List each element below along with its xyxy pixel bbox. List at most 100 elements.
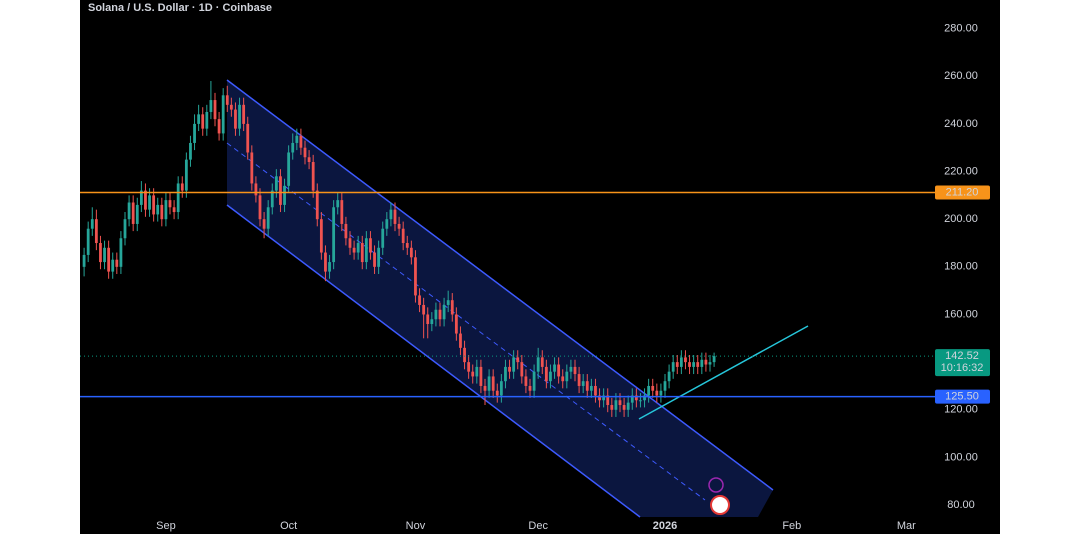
- candle-body: [274, 176, 278, 191]
- candle-body: [176, 183, 180, 213]
- candle-body: [606, 395, 610, 406]
- chart-background: [80, 0, 1000, 534]
- candle-body: [704, 359, 708, 365]
- price-level-label: 211.20: [946, 186, 979, 198]
- candle-body: [393, 209, 397, 224]
- candle-body: [209, 100, 213, 112]
- candle-body: [696, 362, 700, 367]
- candle-body: [324, 252, 327, 272]
- event-icon[interactable]: [708, 477, 724, 493]
- candle-body: [487, 376, 491, 391]
- candle-body: [602, 395, 606, 401]
- event-icon[interactable]: [710, 495, 730, 515]
- candle-body: [499, 381, 503, 396]
- candle-body: [352, 247, 356, 253]
- candle-body: [409, 247, 413, 258]
- trend-channel: [226, 79, 809, 518]
- candle-body: [467, 362, 471, 372]
- candle-body: [107, 247, 111, 272]
- candle-body: [430, 319, 434, 325]
- candle-body: [643, 395, 646, 401]
- y-tick-label: 200.00: [944, 213, 978, 225]
- y-tick-label: 100.00: [944, 451, 978, 463]
- candle-body: [139, 190, 143, 205]
- candle-body: [270, 190, 274, 208]
- candle-body: [164, 200, 168, 220]
- x-tick-label: Nov: [406, 520, 426, 532]
- candle-body: [647, 385, 651, 396]
- candle-body: [360, 243, 364, 263]
- candle-body: [557, 364, 561, 377]
- candle-body: [589, 385, 593, 391]
- candle-body: [336, 200, 340, 208]
- candle-body: [528, 385, 532, 391]
- candle-body: [369, 238, 372, 253]
- candle-body: [303, 147, 307, 158]
- candle-body: [152, 195, 156, 215]
- candle-body: [483, 385, 487, 391]
- candle-body: [242, 104, 246, 124]
- candle-body: [426, 314, 430, 325]
- candle-body: [123, 219, 127, 239]
- x-tick-label: Oct: [280, 520, 297, 532]
- candle-body: [229, 104, 233, 110]
- candle-body: [442, 304, 446, 320]
- candle-body: [311, 162, 315, 191]
- x-tick-label: Mar: [897, 520, 916, 532]
- candle-body: [463, 347, 466, 363]
- candle-body: [630, 395, 634, 403]
- candle-body: [491, 376, 495, 391]
- candle-body: [373, 252, 376, 267]
- candle-body: [221, 95, 225, 134]
- candle-body: [663, 381, 667, 391]
- candle-body: [299, 135, 303, 148]
- candle-body: [385, 219, 389, 229]
- candle-body: [585, 381, 589, 391]
- candle-body: [675, 362, 679, 367]
- candle-body: [291, 142, 295, 153]
- candle-body: [553, 364, 556, 372]
- channel-lower: [226, 204, 641, 518]
- candle-body: [332, 207, 336, 263]
- candle-body: [450, 300, 454, 315]
- candle-body: [82, 254, 86, 267]
- candle-body: [397, 223, 401, 229]
- candle-body: [184, 159, 188, 191]
- candle-body: [655, 390, 659, 396]
- candle-body: [405, 243, 409, 248]
- last-price-tag: [935, 349, 990, 377]
- candle-body: [504, 366, 507, 382]
- candle-body: [131, 202, 135, 224]
- candle-body: [348, 238, 352, 248]
- candle-body: [577, 374, 581, 386]
- candle-body: [254, 183, 258, 196]
- candle-body: [565, 371, 569, 382]
- candle-body: [418, 295, 421, 305]
- candle-body: [111, 259, 115, 272]
- candle-body: [688, 362, 691, 367]
- candle-body: [667, 371, 671, 382]
- y-tick-label: 120.00: [944, 404, 978, 416]
- candle-body: [193, 123, 196, 143]
- candle-body: [626, 402, 630, 410]
- candle-body: [168, 200, 172, 208]
- candle-body: [266, 207, 270, 229]
- candle-body: [234, 109, 237, 129]
- candle-body: [189, 142, 192, 160]
- candle-body: [536, 357, 540, 372]
- candle-body: [197, 114, 201, 124]
- candle-body: [135, 204, 139, 224]
- candle-body: [287, 152, 291, 186]
- candle-body: [258, 195, 262, 220]
- candle-body: [356, 243, 360, 253]
- candle-body: [671, 362, 675, 372]
- x-tick-label: Sep: [156, 520, 176, 532]
- candle-body: [700, 359, 704, 367]
- candle-body: [684, 357, 687, 363]
- candle-body: [692, 362, 696, 367]
- candle-body: [315, 190, 319, 220]
- candle-body: [172, 207, 176, 213]
- candle-body: [708, 362, 712, 365]
- candle-body: [512, 357, 516, 372]
- candle-body: [622, 405, 626, 410]
